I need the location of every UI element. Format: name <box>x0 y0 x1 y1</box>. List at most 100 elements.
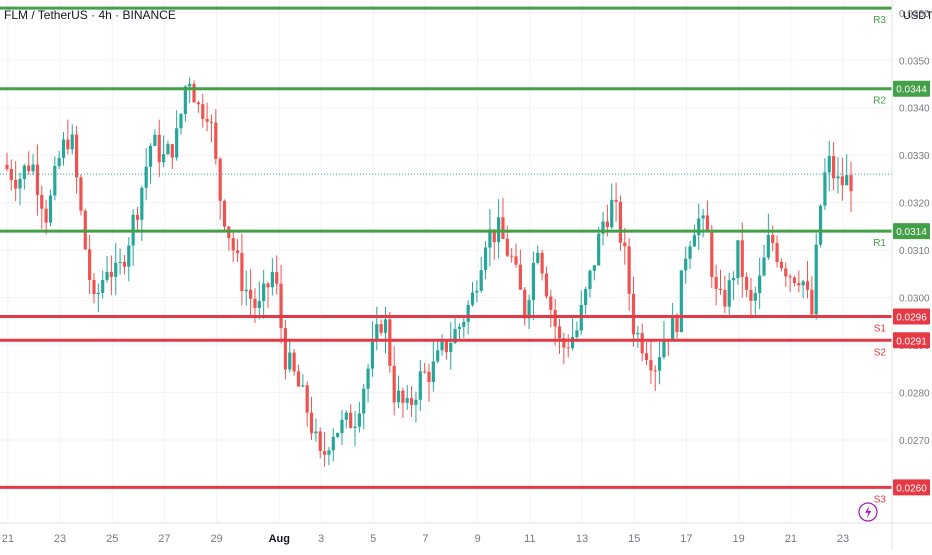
bolt-icon[interactable] <box>858 502 878 522</box>
level-name-r3: R3 <box>873 15 886 26</box>
candle-body <box>640 333 644 354</box>
candle-body <box>492 229 496 243</box>
time-tick-label: 11 <box>524 533 535 545</box>
time-tick-label: 5 <box>370 533 376 545</box>
price-tick-label: 0.0320 <box>899 199 930 210</box>
candle-body <box>340 419 344 434</box>
time-tick-label: 25 <box>106 533 118 545</box>
time-tick-label: 19 <box>733 533 745 545</box>
candle-body <box>636 333 640 335</box>
candle-body <box>675 317 679 332</box>
candle-body <box>727 280 731 307</box>
candle-body <box>309 412 314 434</box>
candle-body <box>44 208 48 223</box>
candle-body <box>179 114 183 129</box>
candle-body <box>218 158 222 201</box>
currency-label[interactable]: USDT <box>903 10 932 22</box>
candle-body <box>314 431 318 434</box>
candle-body <box>444 341 448 353</box>
candle-body <box>779 262 784 269</box>
candle-body <box>627 246 631 294</box>
candle-body <box>70 134 74 150</box>
candle-body <box>536 252 540 263</box>
candle-body <box>166 144 170 155</box>
candle-body <box>510 255 514 257</box>
candle-body <box>192 83 196 103</box>
candle-body <box>845 175 849 186</box>
candle-body <box>418 371 422 400</box>
price-tick-label: 0.0360 <box>899 9 930 20</box>
time-tick-label: 23 <box>54 533 66 545</box>
price-tag-label: 0.0314 <box>896 227 927 238</box>
candle-body <box>383 319 388 333</box>
candle-body <box>262 283 266 302</box>
candle-body <box>235 250 240 253</box>
candle-body <box>588 270 592 290</box>
candle-body <box>623 242 627 247</box>
candle-body <box>523 289 527 319</box>
candle-body <box>479 270 483 291</box>
candle-body <box>427 371 431 383</box>
candle-body <box>775 243 779 263</box>
level-lines <box>0 6 892 489</box>
candle-body <box>562 338 566 348</box>
candle-body <box>749 289 753 301</box>
price-tag-s2 <box>893 332 930 349</box>
candle-body <box>88 249 92 281</box>
candle-body <box>488 229 492 248</box>
candle-body <box>453 328 457 343</box>
candle-body <box>127 245 131 267</box>
level-name-r1: R1 <box>873 238 886 249</box>
candle-body <box>823 172 827 206</box>
candle-body <box>731 277 736 281</box>
candle-body <box>279 283 283 329</box>
price-tag-label: 0.0344 <box>896 85 927 96</box>
candle-body <box>244 289 248 292</box>
candle-body <box>470 292 475 305</box>
candle-body <box>614 199 618 202</box>
level-labels: R3 R2 0.0344 R1 0.0314 S1 0.0296 S2 0.0291 S3 0.02… <box>873 15 930 505</box>
symbol-title[interactable]: FLM / TetherUS · 4h · BINANCE <box>4 8 176 22</box>
candle-body <box>375 324 379 342</box>
candle-body <box>753 293 757 301</box>
candle-body <box>692 235 696 247</box>
candle-body <box>592 265 596 271</box>
candle-body <box>57 157 61 166</box>
candle-body <box>40 194 44 209</box>
candle-body <box>805 281 810 290</box>
candle-body <box>684 258 688 271</box>
candle-body <box>766 234 770 258</box>
candle-body <box>205 118 209 122</box>
candle-body <box>79 177 83 211</box>
time-tick-label: 9 <box>475 533 481 545</box>
price-tag-s3 <box>893 479 930 496</box>
candle-body <box>540 252 544 274</box>
candle-body <box>288 352 292 370</box>
candle-body <box>396 390 401 403</box>
candle-body <box>296 371 301 387</box>
time-tick-label: 17 <box>680 533 692 545</box>
candle-body <box>222 200 227 227</box>
candle-body <box>527 300 531 319</box>
candle-body <box>344 412 348 420</box>
candle-body <box>188 83 192 87</box>
candle-body <box>388 319 392 366</box>
level-name-r2: R2 <box>873 96 886 107</box>
candle-body <box>292 352 296 372</box>
candle-body <box>475 290 479 293</box>
candle-body <box>405 398 409 403</box>
candle-body <box>31 164 35 172</box>
time-axis[interactable]: 21 23 25 27 29 Aug 3 5 7 9 11 13 15 17 19 21 23 <box>2 533 849 545</box>
candle-body <box>240 252 244 292</box>
candle-body <box>762 257 766 276</box>
price-tag-s1 <box>893 308 930 325</box>
candle-body <box>531 262 536 301</box>
candle-body <box>544 273 549 297</box>
candle-body <box>605 221 609 228</box>
candle-body <box>14 179 18 189</box>
candle-body <box>462 321 466 327</box>
candle-body <box>331 436 335 451</box>
candle-body <box>788 276 792 278</box>
